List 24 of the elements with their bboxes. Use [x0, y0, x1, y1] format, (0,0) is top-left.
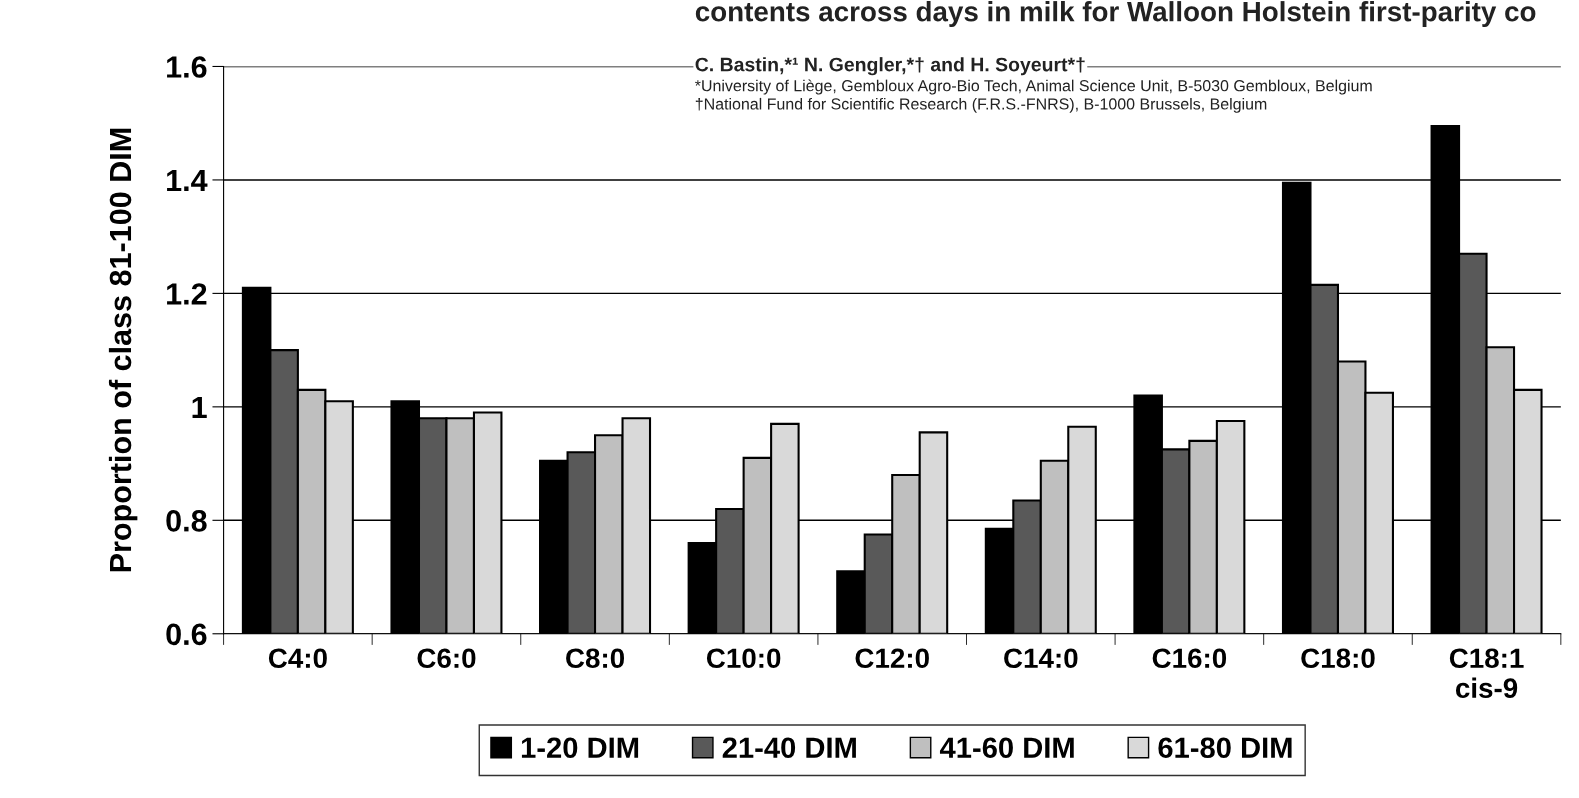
x-tick-label: C4:0 — [268, 648, 327, 669]
y-tick-label: 0.8 — [166, 510, 207, 532]
x-tick-label: C8:0 — [566, 648, 625, 669]
y-tick-label: 1.6 — [167, 56, 207, 78]
x-tick-label: C16:0 — [1152, 648, 1227, 669]
annotation: †National Fund for Scientific Research (F.R.S.-FNRS), B-1000 Brussels, Belgium — [695, 97, 1267, 113]
legend-label: 1-20 DIM — [521, 737, 639, 759]
x-tick-label: C18:1 cis-9 — [1449, 648, 1524, 698]
y-tick-label: 0.6 — [166, 623, 207, 646]
x-tick-label: C10:0 — [706, 648, 781, 669]
annotation: *University of Liège, Gembloux Agro-Bio Tech, Animal Science Unit, B-5030 Gembloux, Belgium — [695, 79, 1372, 95]
legend-label: 21-40 DIM — [722, 737, 856, 759]
y-axis-title: Proportion of class 81-100 DIM — [108, 128, 138, 572]
x-tick-label: C12:0 — [855, 648, 929, 669]
text: contents across days in milk for Walloon Holstein first-parity co — [695, 1, 1536, 27]
annotation: C. Bastin,*¹ N. Gengler,*† and H. Soyeurt*† — [695, 57, 1085, 76]
legend-label: 41-60 DIM — [939, 737, 1074, 759]
y-tick-label: 1.4 — [167, 169, 208, 191]
legend-label: 61-80 DIM — [1158, 737, 1292, 759]
x-tick-label: C6:0 — [417, 648, 476, 669]
x-tick-label: C14:0 — [1004, 648, 1078, 669]
x-tick-label: C18:0 — [1301, 648, 1375, 669]
y-tick-label: 1 — [192, 396, 207, 418]
y-tick-label: 1.2 — [167, 283, 207, 305]
